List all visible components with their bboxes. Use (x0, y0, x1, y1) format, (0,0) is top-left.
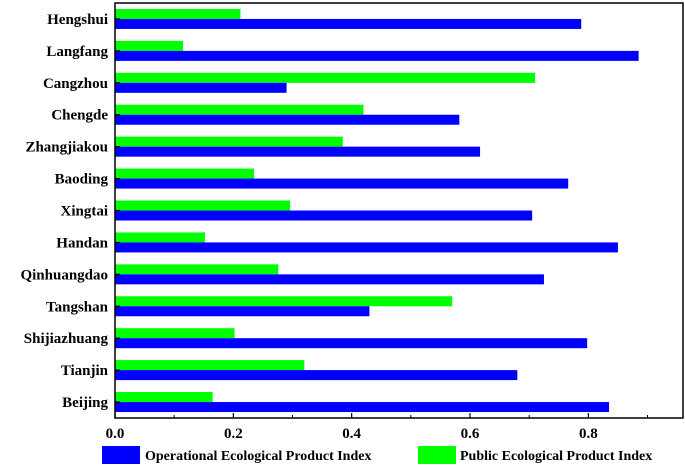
category-label: Tangshan (46, 299, 109, 315)
bar-public (115, 136, 343, 147)
bar-public (115, 200, 291, 211)
bar-public (115, 328, 235, 339)
bar-operational (115, 18, 582, 29)
category-label: Zhangjiakou (25, 140, 108, 156)
bar-public (115, 72, 536, 83)
legend-label: Operational Ecological Product Index (145, 449, 371, 464)
bar-public (115, 40, 184, 51)
bar-public (115, 232, 205, 243)
category-label: Langfang (46, 44, 108, 60)
legend-label: Public Ecological Product Index (460, 449, 652, 464)
category-label: Baoding (55, 172, 109, 188)
x-tick-label: 0.0 (106, 426, 125, 442)
bar-operational (115, 274, 544, 285)
bar-operational (115, 146, 481, 157)
bar-public (115, 392, 213, 403)
bar-operational (115, 178, 569, 189)
bar-public (115, 296, 453, 307)
category-label: Handan (56, 235, 108, 251)
bar-operational (115, 114, 460, 125)
bars-layer (115, 8, 639, 413)
bar-operational (115, 82, 287, 93)
category-label: Tianjin (61, 363, 109, 379)
category-label: Hengshui (47, 12, 108, 28)
bar-operational (115, 370, 518, 381)
category-label: Qinhuangdao (20, 267, 108, 283)
category-label: Cangzhou (43, 76, 108, 92)
bar-operational (115, 210, 533, 221)
x-tick-label: 0.4 (342, 426, 361, 442)
bar-operational (115, 242, 618, 253)
x-tick-label: 0.2 (224, 426, 243, 442)
bar-public (115, 360, 305, 371)
bar-public (115, 104, 364, 115)
bar-operational (115, 338, 588, 349)
bar-public (115, 8, 241, 19)
category-label: Chengde (51, 108, 108, 124)
category-labels: Hengshui Langfang Cangzhou Chengde Zhangjiak… (20, 12, 120, 411)
category-label: Beijing (62, 395, 108, 411)
legend-swatch (102, 446, 140, 464)
bar-operational (115, 306, 370, 317)
plot-frame (114, 2, 684, 419)
legend-swatch (418, 446, 456, 464)
bar-operational (115, 50, 639, 61)
bar-public (115, 264, 279, 275)
x-tick-label: 0.6 (461, 426, 480, 442)
bar-public (115, 168, 255, 179)
legend: Operational Ecological Product Index Publ… (102, 446, 652, 464)
x-tick-label: 0.8 (579, 426, 598, 442)
category-label: Xingtai (60, 204, 108, 220)
bar-operational (115, 402, 610, 413)
category-label: Shijiazhuang (24, 331, 109, 347)
